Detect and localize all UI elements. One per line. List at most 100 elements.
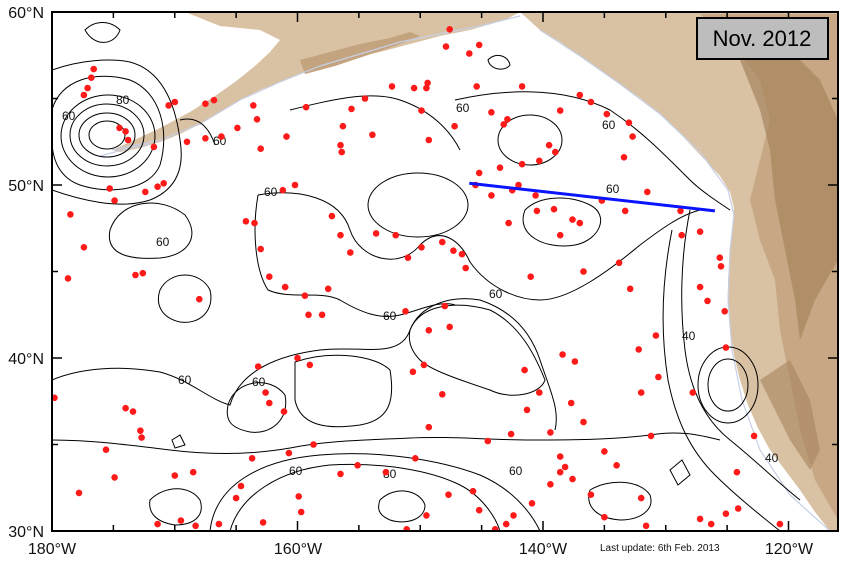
float-dot: [84, 84, 91, 92]
float-dot: [257, 245, 265, 253]
float-dot: [536, 389, 543, 396]
float-dot: [733, 468, 741, 476]
float-dot: [154, 183, 161, 190]
float-dot: [523, 406, 531, 414]
float-dot: [652, 332, 660, 339]
float-dot: [418, 244, 425, 251]
float-dot: [139, 269, 147, 277]
float-dot: [580, 268, 587, 275]
float-dot: [576, 219, 584, 227]
contour-60-southwest: [52, 298, 557, 431]
lat-tick-label: 60°N: [8, 5, 44, 22]
float-dot: [301, 292, 309, 300]
float-dot: [678, 231, 685, 239]
float-dot: [111, 197, 118, 204]
float-dot: [567, 399, 575, 407]
lat-tick-label: 40°N: [8, 351, 44, 368]
float-dot: [527, 273, 534, 281]
float-dot: [552, 148, 559, 156]
float-dot: [484, 437, 492, 445]
float-dot: [412, 455, 419, 462]
float-dot: [689, 389, 697, 396]
contour-label: 60: [178, 373, 192, 387]
float-dot: [409, 368, 417, 376]
float-dot: [318, 311, 326, 319]
contour-label: 60: [602, 118, 616, 132]
float-dot: [518, 160, 526, 168]
title-box: Nov. 2012: [696, 17, 829, 60]
float-dot: [696, 283, 704, 291]
float-dot: [361, 95, 369, 102]
float-dot: [122, 128, 129, 135]
float-dot: [533, 207, 541, 215]
float-dot: [441, 302, 449, 310]
float-dot: [601, 513, 608, 521]
float-dot: [291, 181, 299, 189]
float-dot: [734, 505, 742, 512]
contour-sw-loop: [149, 488, 202, 526]
float-dot: [776, 520, 784, 528]
float-dot: [418, 107, 425, 114]
float-dot: [122, 404, 129, 412]
float-dot: [388, 83, 396, 90]
float-dot: [450, 247, 457, 254]
float-dot: [629, 133, 636, 140]
float-dot: [502, 520, 510, 528]
contour-60-west-lobe: [108, 202, 193, 259]
float-dot: [280, 408, 288, 415]
float-dot: [505, 219, 512, 227]
float-dot: [556, 453, 564, 460]
contour-80-south: [229, 463, 501, 531]
float-dot: [655, 373, 662, 381]
float-dot: [232, 494, 240, 502]
float-dot: [210, 96, 218, 104]
contour-60-south-lobe: [226, 382, 287, 433]
float-dot: [410, 84, 418, 92]
contour-small-2: [669, 459, 691, 486]
float-dot: [177, 517, 185, 524]
float-dot: [80, 244, 88, 251]
section-line: [469, 181, 716, 213]
float-dot: [488, 192, 495, 199]
float-dot: [202, 100, 209, 107]
float-dot: [704, 297, 711, 305]
float-dot: [425, 423, 433, 431]
float-dot: [473, 83, 481, 90]
float-dot: [528, 500, 536, 507]
float-dot: [80, 91, 88, 99]
float-dot: [324, 285, 332, 293]
float-dot: [266, 273, 273, 281]
float-dot: [189, 468, 197, 476]
float-dot: [218, 133, 225, 140]
float-dot: [259, 519, 267, 526]
float-dot: [576, 91, 584, 99]
float-dot: [451, 122, 458, 130]
mountain-shading-2: [740, 50, 838, 340]
float-dot: [354, 462, 361, 469]
float-dot: [423, 512, 430, 519]
float-dot: [615, 259, 623, 267]
float-dot: [202, 135, 209, 142]
contour-60-top: [84, 22, 121, 43]
float-dot: [337, 141, 344, 149]
float-dot: [446, 26, 454, 33]
float-dot: [571, 358, 579, 365]
contour-60-north: [289, 95, 461, 151]
float-dot: [423, 84, 430, 92]
axis-ticks: [51, 11, 838, 532]
float-dot: [339, 122, 347, 130]
contour-60-center: [254, 194, 456, 318]
float-dot: [625, 119, 633, 126]
float-dot: [281, 283, 289, 291]
contour-high-3: [69, 103, 145, 167]
float-dot: [305, 311, 312, 319]
contour-label: 60: [383, 309, 397, 323]
float-dot: [550, 205, 558, 213]
lat-tick-label: 50°N: [8, 178, 44, 195]
contour-40-east: [662, 229, 781, 531]
float-dot: [150, 143, 158, 151]
contour-60-high: [367, 172, 469, 238]
contour-label: 60: [509, 464, 523, 478]
contour-small-3: [487, 54, 511, 70]
float-dot: [556, 107, 564, 114]
